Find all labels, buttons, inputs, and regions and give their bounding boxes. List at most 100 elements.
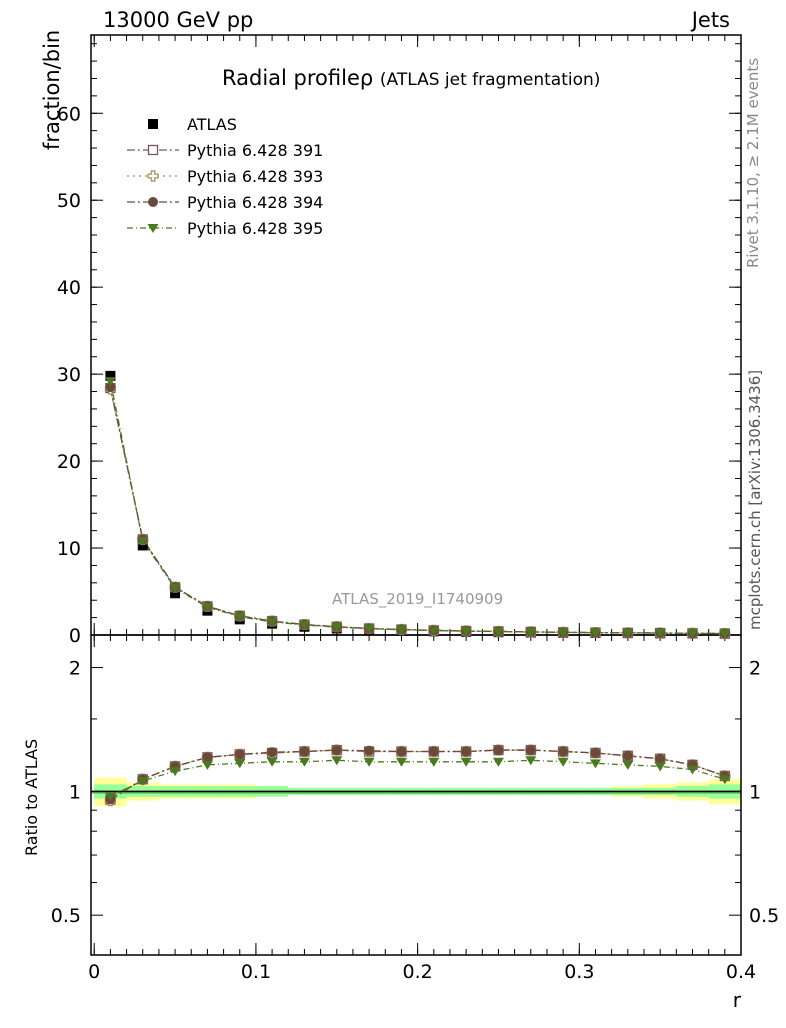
y-tick-label: 40 bbox=[57, 277, 81, 299]
ratio-point-series-2 bbox=[590, 747, 601, 758]
ratio-point-series-3 bbox=[201, 760, 213, 770]
ratio-point-series-3 bbox=[654, 762, 666, 772]
y-tick-label: 20 bbox=[57, 451, 81, 473]
data-point-series-2 bbox=[105, 382, 116, 393]
legend-marker-atlas bbox=[148, 119, 158, 129]
legend-label-atlas: ATLAS bbox=[187, 115, 237, 134]
ratio-point-series-2 bbox=[493, 745, 504, 756]
y-tick-label: 30 bbox=[57, 364, 81, 386]
data-point-series-3 bbox=[460, 627, 472, 637]
ratio-tick-label-right: 2 bbox=[749, 658, 761, 680]
data-point-series-3 bbox=[428, 626, 440, 636]
series-line-3 bbox=[109, 380, 725, 635]
ratio-point-series-2 bbox=[622, 750, 633, 761]
data-point-series-3 bbox=[395, 625, 407, 635]
ratio-point-series-3 bbox=[557, 757, 569, 767]
ratio-point-series-2 bbox=[267, 747, 278, 758]
ratio-tick-label: 2 bbox=[69, 658, 81, 680]
data-point-series-3 bbox=[654, 629, 666, 639]
data-point-series-3 bbox=[686, 629, 698, 639]
ratio-point-series-3 bbox=[460, 757, 472, 767]
legend-marker-1 bbox=[147, 170, 159, 182]
y-tick-label: 10 bbox=[57, 538, 81, 560]
legend-label-391: Pythia 6.428 391 bbox=[187, 141, 324, 160]
chart-subtitle: (ATLAS jet fragmentation) bbox=[379, 70, 601, 90]
ratio-point-series-3 bbox=[492, 757, 504, 767]
data-point-series-3 bbox=[137, 537, 149, 547]
ratio-point-series-3 bbox=[428, 757, 440, 767]
data-point-series-3 bbox=[557, 628, 569, 638]
ratio-point-series-3 bbox=[525, 756, 537, 766]
data-point-series-3 bbox=[234, 612, 246, 622]
ratio-line-2 bbox=[110, 749, 726, 800]
y-tick-label: 0 bbox=[69, 625, 81, 647]
ratio-point-series-2 bbox=[655, 753, 666, 764]
data-point-series-3 bbox=[492, 627, 504, 637]
analysis-watermark: ATLAS_2019_I1740909 bbox=[332, 590, 504, 608]
ratio-point-series-3 bbox=[266, 757, 278, 767]
ratio-tick-label: 0.5 bbox=[51, 905, 81, 927]
ratio-point-series-2 bbox=[234, 749, 245, 760]
data-point-series-3 bbox=[525, 628, 537, 638]
ratio-point-series-3 bbox=[589, 759, 601, 769]
x-tick-label: 0.4 bbox=[726, 961, 756, 983]
x-tick-label: 0.2 bbox=[403, 961, 433, 983]
mcplots-credit-label: mcplots.cern.ch [arXiv:1306.3436] bbox=[746, 369, 764, 630]
ratio-point-series-3 bbox=[234, 759, 246, 769]
x-axis-label: r bbox=[732, 988, 741, 1012]
ratio-point-series-2 bbox=[461, 746, 472, 757]
ratio-point-series-3 bbox=[104, 791, 116, 801]
legend-marker-0 bbox=[147, 144, 159, 156]
y-tick-label: 50 bbox=[57, 190, 81, 212]
x-tick-label: 0.1 bbox=[241, 961, 271, 983]
data-point-series-3 bbox=[622, 628, 634, 638]
data-point-series-3 bbox=[331, 623, 343, 633]
data-point-series-3 bbox=[363, 624, 375, 634]
data-point-series-3 bbox=[104, 377, 116, 387]
ratio-point-series-2 bbox=[299, 746, 310, 757]
data-point-series-3 bbox=[201, 603, 213, 613]
x-tick-label: 0 bbox=[88, 961, 100, 983]
ratio-point-series-3 bbox=[298, 757, 310, 767]
rivet-version-label: Rivet 3.1.10, ≥ 2.1M events bbox=[744, 57, 762, 268]
data-point-atlas bbox=[170, 588, 181, 599]
ratio-point-series-2 bbox=[525, 745, 536, 756]
ratio-point-series-3 bbox=[169, 767, 181, 777]
energy-header: 13000 GeV pp bbox=[103, 8, 254, 32]
y-axis-label: fraction/bin bbox=[40, 29, 64, 150]
ratio-point-series-3 bbox=[137, 776, 149, 786]
x-tick-label: 0.3 bbox=[564, 961, 594, 983]
chart-title: Radial profileρ (ATLAS jet fragmentation… bbox=[222, 66, 600, 90]
legend-label-394: Pythia 6.428 394 bbox=[187, 193, 324, 212]
legend-marker-3 bbox=[147, 224, 159, 233]
ratio-point-series-3 bbox=[686, 765, 698, 775]
legend-label-395: Pythia 6.428 395 bbox=[187, 219, 324, 238]
data-point-series-3 bbox=[169, 584, 181, 594]
process-header: Jets bbox=[691, 8, 730, 32]
legend-label-393: Pythia 6.428 393 bbox=[187, 167, 324, 186]
data-point-series-3 bbox=[719, 629, 731, 639]
ratio-y-axis-label: Ratio to ATLAS bbox=[22, 738, 41, 856]
ratio-point-series-2 bbox=[331, 745, 342, 756]
ratio-point-series-3 bbox=[622, 760, 634, 770]
ratio-point-series-3 bbox=[363, 757, 375, 767]
ratio-tick-label-right: 0.5 bbox=[749, 905, 779, 927]
ratio-point-series-2 bbox=[428, 746, 439, 757]
ratio-point-series-3 bbox=[719, 775, 731, 785]
data-point-atlas bbox=[105, 370, 116, 381]
ratio-point-series-3 bbox=[331, 756, 343, 766]
chart-title-main: Radial profileρ bbox=[222, 66, 374, 90]
legend-marker-2 bbox=[148, 197, 158, 207]
ratio-tick-label-right: 1 bbox=[749, 781, 761, 803]
data-point-series-3 bbox=[266, 617, 278, 627]
ratio-point-series-2 bbox=[558, 746, 569, 757]
data-point-series-3 bbox=[298, 621, 310, 630]
ratio-tick-label: 1 bbox=[69, 781, 81, 803]
ratio-point-series-2 bbox=[202, 752, 213, 763]
ratio-line-3 bbox=[110, 759, 726, 797]
ratio-point-series-2 bbox=[396, 746, 407, 757]
ratio-point-series-3 bbox=[395, 757, 407, 767]
data-point-series-3 bbox=[589, 628, 601, 638]
